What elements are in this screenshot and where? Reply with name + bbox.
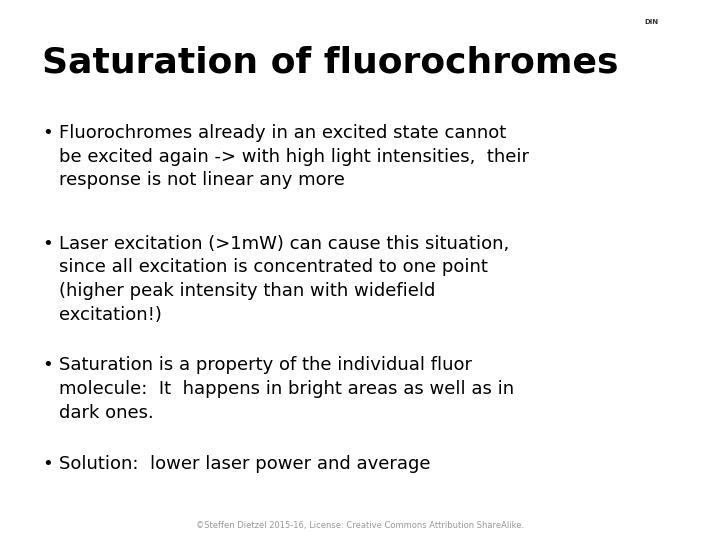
Text: Fluorochromes already in an excited state cannot
be excited again -> with high l: Fluorochromes already in an excited stat… — [59, 124, 529, 190]
Text: •: • — [42, 235, 53, 253]
Text: ©Steffen Dietzel 2015-16, License: Creative Commons Attribution ShareAlike.: ©Steffen Dietzel 2015-16, License: Creat… — [196, 521, 524, 530]
Text: •: • — [42, 124, 53, 142]
Text: •: • — [42, 356, 53, 374]
Text: Saturation of fluorochromes: Saturation of fluorochromes — [42, 46, 618, 80]
Text: •: • — [42, 455, 53, 472]
Text: Laser excitation (>1mW) can cause this situation,
since all excitation is concen: Laser excitation (>1mW) can cause this s… — [59, 235, 509, 323]
Text: Saturation is a property of the individual fluor
molecule:  It  happens in brigh: Saturation is a property of the individu… — [59, 356, 514, 422]
Text: DIN: DIN — [644, 19, 659, 25]
Text: Solution:  lower laser power and average: Solution: lower laser power and average — [59, 455, 431, 472]
